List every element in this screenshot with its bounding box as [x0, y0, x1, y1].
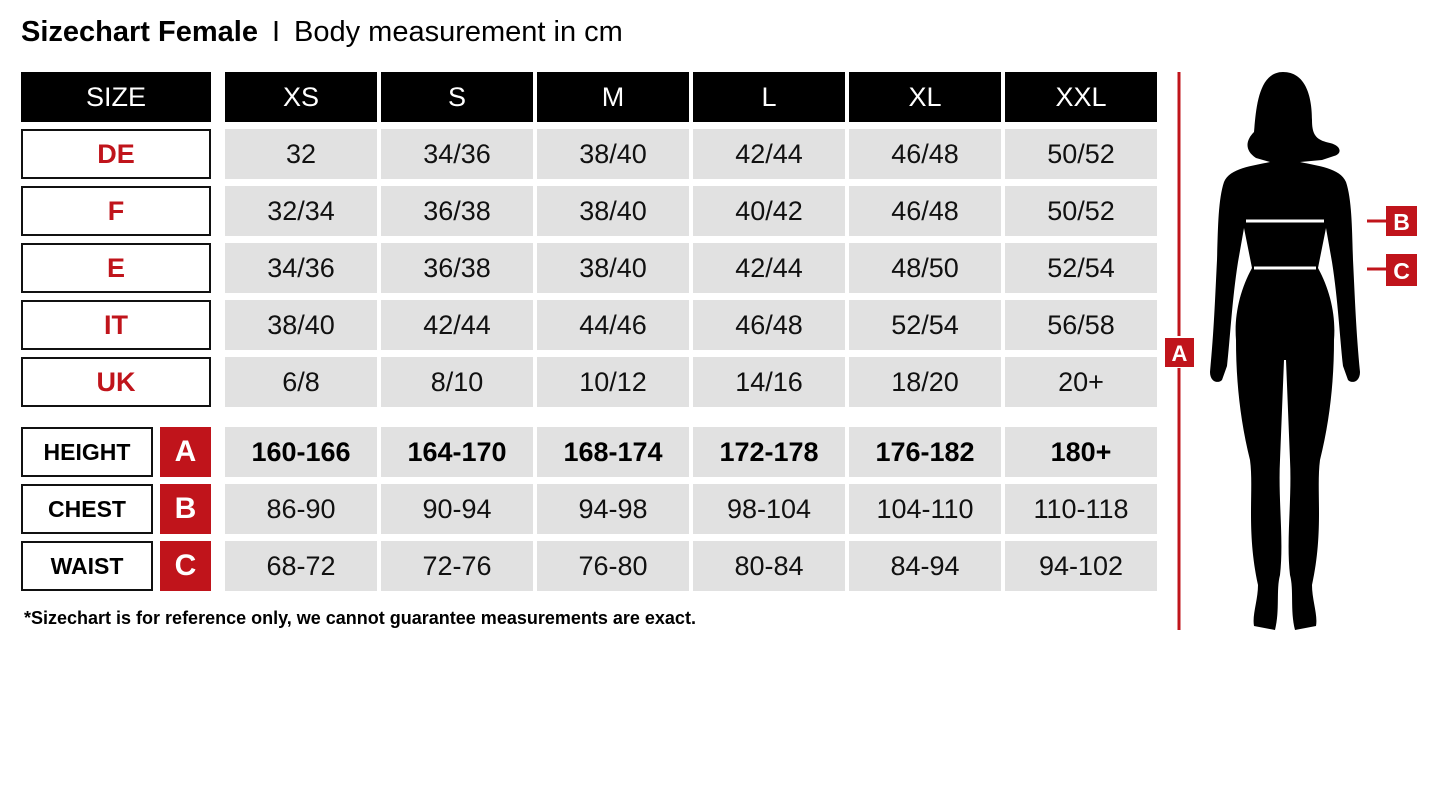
size-value-cell: 38/40: [537, 186, 689, 236]
page-title: Sizechart Female I Body measurement in cm: [21, 16, 623, 49]
measurement-value-cell: 94-102: [1005, 541, 1157, 591]
measurement-marker-badge: C: [160, 541, 211, 591]
measurement-value-cell: 104-110: [849, 484, 1001, 534]
size-header-xs: XS: [225, 72, 377, 122]
measurement-value-cell: 110-118: [1005, 484, 1157, 534]
size-header-label: SIZE: [21, 72, 211, 122]
measurement-value-cell: 160-166: [225, 427, 377, 477]
size-value-cell: 20+: [1005, 357, 1157, 407]
measurement-value-cell: 172-178: [693, 427, 845, 477]
size-value-cell: 44/46: [537, 300, 689, 350]
size-value-cell: 8/10: [381, 357, 533, 407]
size-value-cell: 32: [225, 129, 377, 179]
measurement-marker-badge: A: [160, 427, 211, 477]
female-silhouette-icon: [1210, 72, 1360, 630]
size-value-cell: 42/44: [693, 243, 845, 293]
height-marker-label: A: [1172, 341, 1188, 366]
size-system-label: E: [21, 243, 211, 293]
title-subtitle: Body measurement in cm: [294, 16, 623, 48]
size-system-label: F: [21, 186, 211, 236]
size-value-cell: 38/40: [537, 243, 689, 293]
measurement-label: CHEST: [21, 484, 153, 534]
measurement-value-cell: 68-72: [225, 541, 377, 591]
size-value-cell: 36/38: [381, 186, 533, 236]
size-header-xxl: XXL: [1005, 72, 1157, 122]
waist-marker-label: C: [1393, 258, 1410, 284]
size-value-cell: 38/40: [225, 300, 377, 350]
size-value-cell: 42/44: [381, 300, 533, 350]
size-value-cell: 34/36: [381, 129, 533, 179]
size-value-cell: 6/8: [225, 357, 377, 407]
size-value-cell: 46/48: [693, 300, 845, 350]
size-value-cell: 52/54: [1005, 243, 1157, 293]
height-marker-box: [1165, 338, 1194, 367]
size-value-cell: 10/12: [537, 357, 689, 407]
measurement-value-cell: 98-104: [693, 484, 845, 534]
size-value-cell: 52/54: [849, 300, 1001, 350]
title-separator: I: [271, 16, 281, 48]
size-value-cell: 36/38: [381, 243, 533, 293]
waist-marker-box: [1386, 254, 1417, 286]
measurement-value-cell: 84-94: [849, 541, 1001, 591]
size-system-label: IT: [21, 300, 211, 350]
size-value-cell: 38/40: [537, 129, 689, 179]
measurement-value-cell: 90-94: [381, 484, 533, 534]
size-system-label: DE: [21, 129, 211, 179]
size-value-cell: 50/52: [1005, 186, 1157, 236]
size-value-cell: 14/16: [693, 357, 845, 407]
size-system-label: UK: [21, 357, 211, 407]
size-value-cell: 42/44: [693, 129, 845, 179]
disclaimer-note: *Sizechart is for reference only, we can…: [24, 608, 696, 628]
measurement-label: HEIGHT: [21, 427, 153, 477]
size-value-cell: 48/50: [849, 243, 1001, 293]
measurement-label: WAIST: [21, 541, 153, 591]
size-header-s: S: [381, 72, 533, 122]
measurement-value-cell: 86-90: [225, 484, 377, 534]
measurement-value-cell: 80-84: [693, 541, 845, 591]
size-header-xl: XL: [849, 72, 1001, 122]
measurement-value-cell: 180+: [1005, 427, 1157, 477]
size-header-l: L: [693, 72, 845, 122]
size-value-cell: 18/20: [849, 357, 1001, 407]
title-main: Sizechart Female: [21, 16, 258, 48]
measurement-value-cell: 94-98: [537, 484, 689, 534]
measurement-value-cell: 164-170: [381, 427, 533, 477]
size-value-cell: 50/52: [1005, 129, 1157, 179]
chest-marker-box: [1386, 206, 1417, 236]
size-value-cell: 34/36: [225, 243, 377, 293]
size-value-cell: 40/42: [693, 186, 845, 236]
measurement-value-cell: 72-76: [381, 541, 533, 591]
measurement-marker-badge: B: [160, 484, 211, 534]
size-header-m: M: [537, 72, 689, 122]
size-value-cell: 56/58: [1005, 300, 1157, 350]
measurement-value-cell: 176-182: [849, 427, 1001, 477]
chest-marker-label: B: [1393, 209, 1410, 235]
size-value-cell: 32/34: [225, 186, 377, 236]
size-value-cell: 46/48: [849, 129, 1001, 179]
size-value-cell: 46/48: [849, 186, 1001, 236]
measurement-value-cell: 76-80: [537, 541, 689, 591]
measurement-value-cell: 168-174: [537, 427, 689, 477]
